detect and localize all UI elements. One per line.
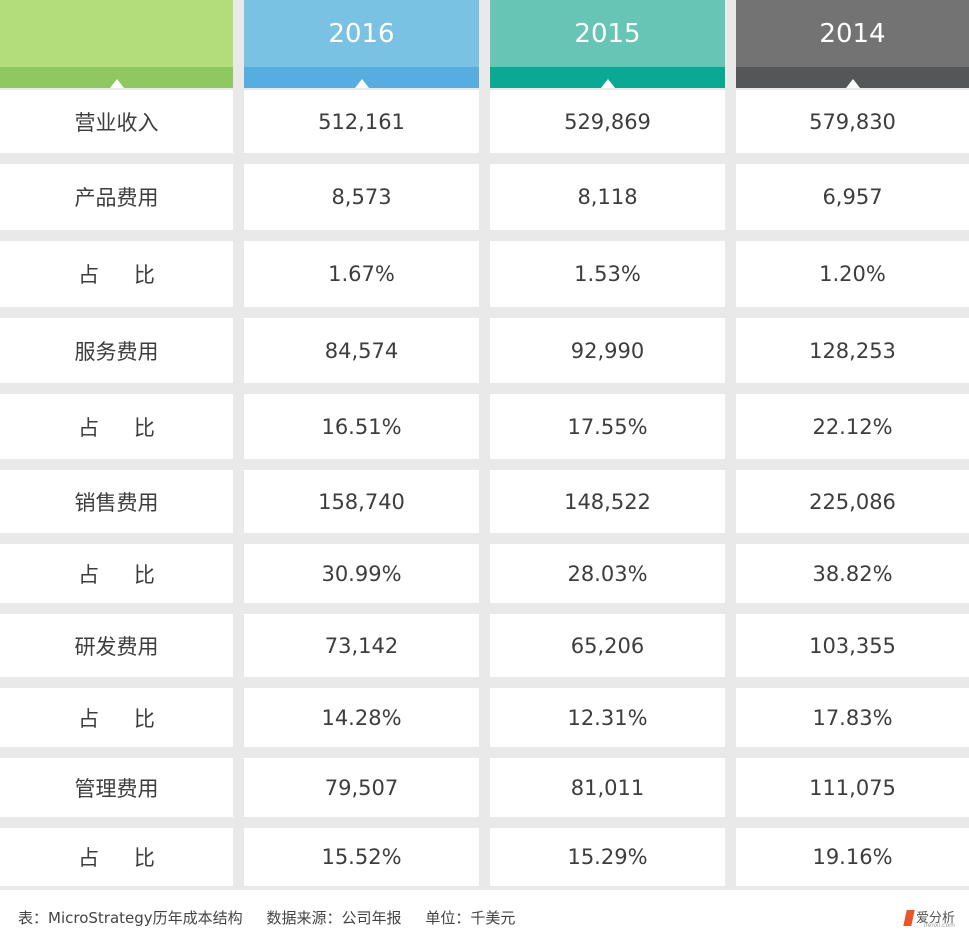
row-label: 销售费用 (0, 470, 233, 533)
value-cell: 158,740 (244, 470, 479, 533)
value-cell: 579,830 (736, 90, 969, 153)
value-cell: 38.82% (736, 544, 969, 603)
value-cell: 512,161 (244, 90, 479, 153)
row-label: 产品费用 (0, 164, 233, 230)
header-pointer-icon (109, 79, 124, 88)
logo-subtext: ifenxi.com (923, 922, 955, 929)
header-title: 2016 (244, 0, 479, 67)
value-cell: 225,086 (736, 470, 969, 533)
header-year-2016: 2016 (244, 0, 479, 88)
header-year-2015: 2015 (490, 0, 725, 88)
value-cell: 19.16% (736, 828, 969, 886)
row-label: 管理费用 (0, 758, 233, 817)
header-title (0, 0, 233, 67)
header-accent-bar (736, 67, 969, 88)
header-pointer-icon (600, 79, 615, 88)
logo-mark-icon (903, 910, 915, 926)
row-label: 营业收入 (0, 90, 233, 153)
value-cell: 22.12% (736, 394, 969, 459)
value-cell: 73,142 (244, 614, 479, 677)
header-title: 2014 (736, 0, 969, 67)
footer: 表：MicroStrategy历年成本结构 数据来源：公司年报 单位：千美元 爱… (0, 890, 969, 944)
brand-logo: 爱分析 ifenxi.com (903, 907, 955, 929)
value-cell: 8,118 (490, 164, 725, 230)
row-label: 占 比 (0, 241, 233, 307)
row-label: 服务费用 (0, 318, 233, 383)
footer-note: 表：MicroStrategy历年成本结构 数据来源：公司年报 单位：千美元 (18, 908, 516, 927)
header-accent-bar (0, 67, 233, 88)
value-cell: 17.83% (736, 688, 969, 747)
row-label: 占 比 (0, 828, 233, 886)
value-cell: 1.20% (736, 241, 969, 307)
header-pointer-icon (845, 79, 860, 88)
cost-structure-table: 2016 2015 2014 营业收入 512,161 529,869 579,830 产品费… (0, 0, 969, 886)
value-cell: 12.31% (490, 688, 725, 747)
header-accent-bar (244, 67, 479, 88)
row-label: 占 比 (0, 394, 233, 459)
value-cell: 1.67% (244, 241, 479, 307)
value-cell: 92,990 (490, 318, 725, 383)
row-label: 占 比 (0, 688, 233, 747)
value-cell: 28.03% (490, 544, 725, 603)
value-cell: 17.55% (490, 394, 725, 459)
value-cell: 79,507 (244, 758, 479, 817)
value-cell: 84,574 (244, 318, 479, 383)
header-year-2014: 2014 (736, 0, 969, 88)
row-label: 占 比 (0, 544, 233, 603)
value-cell: 103,355 (736, 614, 969, 677)
header-title: 2015 (490, 0, 725, 67)
value-cell: 148,522 (490, 470, 725, 533)
value-cell: 6,957 (736, 164, 969, 230)
value-cell: 81,011 (490, 758, 725, 817)
value-cell: 1.53% (490, 241, 725, 307)
row-label: 研发费用 (0, 614, 233, 677)
value-cell: 529,869 (490, 90, 725, 153)
header-accent-bar (490, 67, 725, 88)
value-cell: 15.29% (490, 828, 725, 886)
value-cell: 15.52% (244, 828, 479, 886)
value-cell: 16.51% (244, 394, 479, 459)
header-label-cell (0, 0, 233, 88)
logo-text: 爱分析 (915, 910, 955, 926)
header-pointer-icon (354, 79, 369, 88)
value-cell: 14.28% (244, 688, 479, 747)
value-cell: 8,573 (244, 164, 479, 230)
value-cell: 65,206 (490, 614, 725, 677)
value-cell: 111,075 (736, 758, 969, 817)
value-cell: 128,253 (736, 318, 969, 383)
value-cell: 30.99% (244, 544, 479, 603)
